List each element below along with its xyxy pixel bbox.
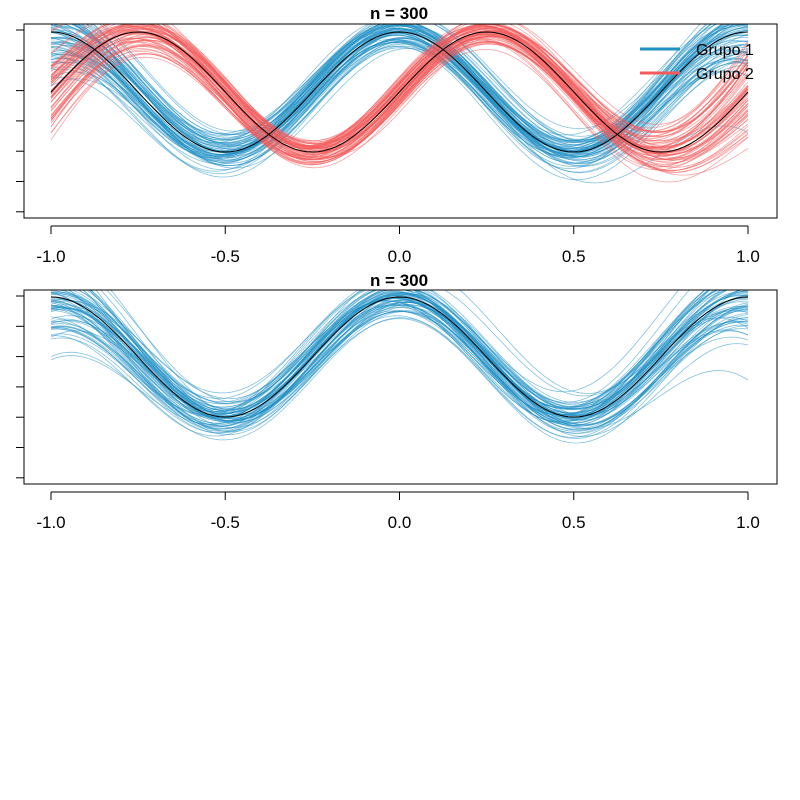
series-curve [50,290,749,421]
series-curve [50,290,728,414]
series-curve [50,292,749,424]
series-curve [50,24,749,148]
x-tick-label: 0.5 [562,247,586,266]
chart-title-top: n = 300 [370,4,428,23]
series-curve [50,32,749,160]
mean-curve-grupo-2 [50,31,749,153]
x-axis-bottom: -1.0 -0.5 0.0 0.5 1.0 [36,491,760,532]
x-tick-label: 0.0 [388,513,412,532]
series-bundle-grupo-1 [50,290,749,444]
series-curve [50,300,749,427]
series-curve [50,24,749,158]
series-curve [50,40,749,184]
series-curve [50,24,749,157]
series-curve [80,24,728,148]
series-curve [50,290,710,405]
series-curve [110,290,749,427]
series-curve [50,290,726,416]
series-curve [70,24,707,147]
series-curve [50,24,749,158]
x-tick-label: -1.0 [36,513,65,532]
chart-panel-top: n = 300 -1.0 -0.5 0.0 0.5 1.0 Grupo 1 Grupo 2 [16,4,778,266]
legend-label: Grupo 1 [696,42,754,59]
series-curve [50,43,749,183]
series-curve [93,24,717,155]
series-curve [50,24,724,142]
mean-curve-grupo-1 [50,31,749,153]
series-curve [50,290,706,430]
series-curve [89,24,701,141]
series-curve [98,24,736,153]
series-curve [50,28,749,157]
series-curve [50,32,749,161]
series-curve [50,26,749,158]
series-curve [50,290,741,420]
curve-bands-top [50,24,749,184]
series-curve [50,24,749,156]
chart-panel-bottom: n = 300 -1.0 -0.5 0.0 0.5 1.0 [16,271,778,532]
x-tick-label: -0.5 [211,247,240,266]
series-curve [50,304,749,433]
x-tick-label: 0.5 [562,513,586,532]
series-curve [50,24,736,164]
series-curve [50,33,749,162]
series-curve [50,25,749,160]
y-axis-top [16,29,24,213]
series-curve [50,290,744,400]
series-curve [50,301,749,432]
series-curve [50,24,749,172]
series-curve [50,24,749,171]
x-tick-label: 1.0 [736,247,760,266]
series-curve [76,290,690,403]
x-tick-label: 1.0 [736,513,760,532]
y-axis-bottom [16,295,24,479]
mean-curves-top [50,31,749,153]
series-curve [50,290,749,416]
series-curve [50,310,749,432]
x-tick-label: -1.0 [36,247,65,266]
series-bundle-grupo-2 [50,24,749,183]
chart-title-bottom: n = 300 [370,271,428,290]
x-tick-label: -0.5 [211,513,240,532]
x-tick-label: 0.0 [388,247,412,266]
mean-curves-bottom [50,296,749,418]
x-axis-top: -1.0 -0.5 0.0 0.5 1.0 [36,225,760,266]
curve-bands-bottom [50,290,749,444]
series-curve [50,317,749,441]
mean-curve-grupo-1 [50,296,749,418]
series-curve [102,24,713,132]
legend-top: Grupo 1 Grupo 2 [640,42,754,83]
legend-label: Grupo 2 [696,66,754,83]
